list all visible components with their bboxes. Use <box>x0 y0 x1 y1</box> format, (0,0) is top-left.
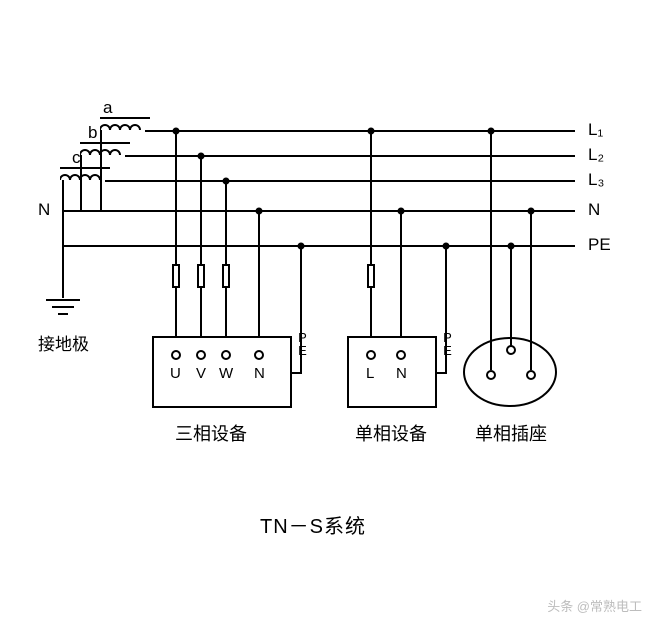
ground-label: 接地极 <box>38 330 89 355</box>
coil-b <box>80 148 125 162</box>
sp-term-N <box>396 350 406 360</box>
sp-Nlbl: N <box>396 365 407 382</box>
phase-a: a <box>103 98 112 118</box>
tp-Nlbl: N <box>254 365 265 382</box>
sk-term-PE <box>506 345 516 355</box>
tp-dot-W <box>223 178 230 185</box>
sk-caption: 单相插座 <box>475 420 547 446</box>
tp-dot-PE <box>298 243 305 250</box>
sk-term-L <box>486 370 496 380</box>
diagram-canvas: L₁ L₂ L₃ N PE a b c N 接地极 <box>0 0 650 619</box>
sp-term-L <box>366 350 376 360</box>
tp-drop-W <box>225 180 227 264</box>
ground-symbol <box>44 298 82 320</box>
sk-drop-PE <box>510 245 512 343</box>
bus-L2 <box>125 155 575 157</box>
sp-dot-N <box>398 208 405 215</box>
tp-fuse-W <box>222 264 230 288</box>
sk-dot-N <box>528 208 535 215</box>
single-phase-box <box>347 336 437 408</box>
ground-drop <box>62 210 64 298</box>
sp-drop-N <box>400 210 402 350</box>
sk-in-L <box>490 340 492 370</box>
tp-term-N <box>254 350 264 360</box>
label-L3: L₃ <box>588 170 604 190</box>
sp-PElbl: PE <box>440 330 455 356</box>
watermark: 头条 @常熟电工 <box>547 596 642 615</box>
tp-dot-V <box>198 153 205 160</box>
tp-W: W <box>219 365 233 382</box>
bus-L1 <box>145 130 575 132</box>
sp-fuse-L <box>367 264 375 288</box>
tp-term-W <box>221 350 231 360</box>
sk-drop-L <box>490 130 492 370</box>
label-L1: L₁ <box>588 120 603 140</box>
tp-caption: 三相设备 <box>175 420 247 446</box>
tp-dot-U <box>173 128 180 135</box>
sp-pe-h <box>437 372 447 374</box>
src-drop-a <box>100 130 102 210</box>
sp-drop-L <box>370 130 372 264</box>
label-PE: PE <box>588 235 611 255</box>
label-N: N <box>588 200 600 220</box>
tp-term-U <box>171 350 181 360</box>
sk-dot-PE <box>508 243 515 250</box>
tp-pe-h <box>292 372 302 374</box>
phase-b: b <box>88 123 97 143</box>
source-N: N <box>38 200 50 220</box>
label-L2: L₂ <box>588 145 604 165</box>
bus-N <box>63 210 575 212</box>
src-drop-b <box>80 155 82 210</box>
tp-dot-N <box>256 208 263 215</box>
sp-dot-PE <box>443 243 450 250</box>
coil-a <box>100 123 145 137</box>
sp-caption: 单相设备 <box>355 420 427 446</box>
sk-dot-L <box>488 128 495 135</box>
sk-in-N <box>530 340 532 370</box>
diagram-title: TN－S系统 <box>260 510 366 539</box>
sk-term-N <box>526 370 536 380</box>
bus-PE <box>63 245 575 247</box>
tp-U: U <box>170 365 181 382</box>
tp-drop-U <box>175 130 177 264</box>
tp-PElbl: PE <box>295 330 310 356</box>
coil-c-top <box>60 167 110 169</box>
tp-V: V <box>196 365 206 382</box>
coil-c <box>60 173 105 187</box>
tp-fuse-U <box>172 264 180 288</box>
tp-fuse-V <box>197 264 205 288</box>
sp-dot-L <box>368 128 375 135</box>
sp-L: L <box>366 365 374 382</box>
tp-drop-N <box>258 210 260 350</box>
src-drop-c <box>62 180 64 210</box>
tp-drop-V <box>200 155 202 264</box>
tp-term-V <box>196 350 206 360</box>
